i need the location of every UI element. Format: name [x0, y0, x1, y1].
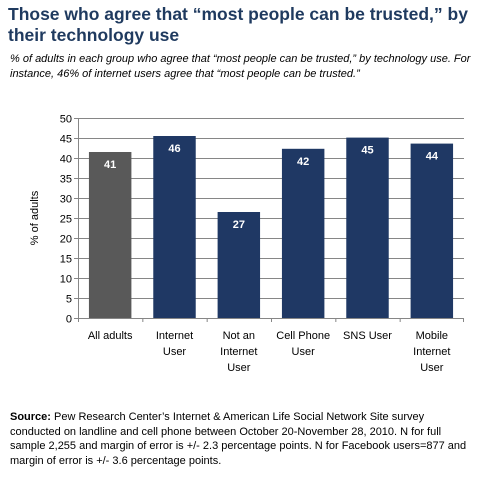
- category-label: Mobile Internet User: [413, 330, 450, 374]
- y-tick-label: 0: [66, 314, 72, 326]
- chart-subtitle: % of adults in each group who agree that…: [10, 53, 471, 80]
- y-tick-label: 35: [60, 174, 72, 186]
- category-label-line: All adults: [88, 330, 133, 342]
- bars: [88, 136, 454, 318]
- y-axis: 0 5 10 15 20 25 30 35 40 45 50: [60, 114, 464, 326]
- source-note: Source: Pew Research Center’s Internet &…: [10, 410, 472, 468]
- category-label-line: SNS User: [343, 330, 392, 342]
- category-label-line: Internet: [156, 330, 193, 342]
- bar-chart: 0 5 10 15 20 25 30 35 40 45 50 41 46 27 42 45 44 All ad…: [29, 114, 464, 374]
- bar: [88, 152, 132, 318]
- y-tick-label: 45: [60, 134, 72, 146]
- data-label: 45: [361, 145, 373, 157]
- bar: [410, 143, 454, 318]
- y-tick-label: 40: [60, 154, 72, 166]
- category-label: All adults: [88, 330, 133, 342]
- bar: [346, 137, 389, 318]
- category-labels: All adults Internet User Not an Internet User…: [88, 330, 451, 374]
- bar: [153, 136, 196, 318]
- y-tick-label: 30: [60, 194, 72, 206]
- category-label: SNS User: [343, 330, 392, 342]
- y-axis-label: % of adults: [29, 190, 41, 245]
- data-label: 42: [297, 156, 309, 168]
- category-label-line: Mobile: [416, 330, 448, 342]
- y-tick-label: 10: [60, 274, 72, 286]
- data-label: 41: [104, 159, 116, 171]
- gridlines: [78, 118, 464, 319]
- category-label-line: Internet: [220, 346, 257, 358]
- category-label: Cell Phone User: [276, 330, 330, 358]
- y-tick-label: 25: [60, 214, 72, 226]
- category-label-line: Not an: [223, 330, 255, 342]
- data-label: 27: [233, 219, 245, 231]
- chart-title: Those who agree that “most people can be…: [8, 4, 468, 45]
- source-text: Pew Research Center’s Internet & America…: [10, 411, 467, 467]
- category-label-line: Internet: [413, 346, 450, 358]
- source-label: Source:: [10, 411, 51, 423]
- data-labels: 41 46 27 42 45 44: [104, 143, 439, 231]
- category-label-line: User: [163, 346, 187, 358]
- bar: [217, 212, 261, 318]
- category-label-line: User: [420, 362, 444, 374]
- y-tick-label: 20: [60, 234, 72, 246]
- y-tick-label: 5: [66, 294, 72, 306]
- category-label-line: User: [292, 346, 316, 358]
- y-tick-label: 15: [60, 254, 72, 266]
- category-label: Not an Internet User: [220, 330, 257, 374]
- category-label-line: User: [227, 362, 251, 374]
- category-label-line: Cell Phone: [276, 330, 330, 342]
- y-tick-label: 50: [60, 114, 72, 126]
- category-label: Internet User: [156, 330, 193, 358]
- data-label: 46: [168, 143, 180, 155]
- data-label: 44: [426, 151, 439, 163]
- bar: [281, 148, 325, 318]
